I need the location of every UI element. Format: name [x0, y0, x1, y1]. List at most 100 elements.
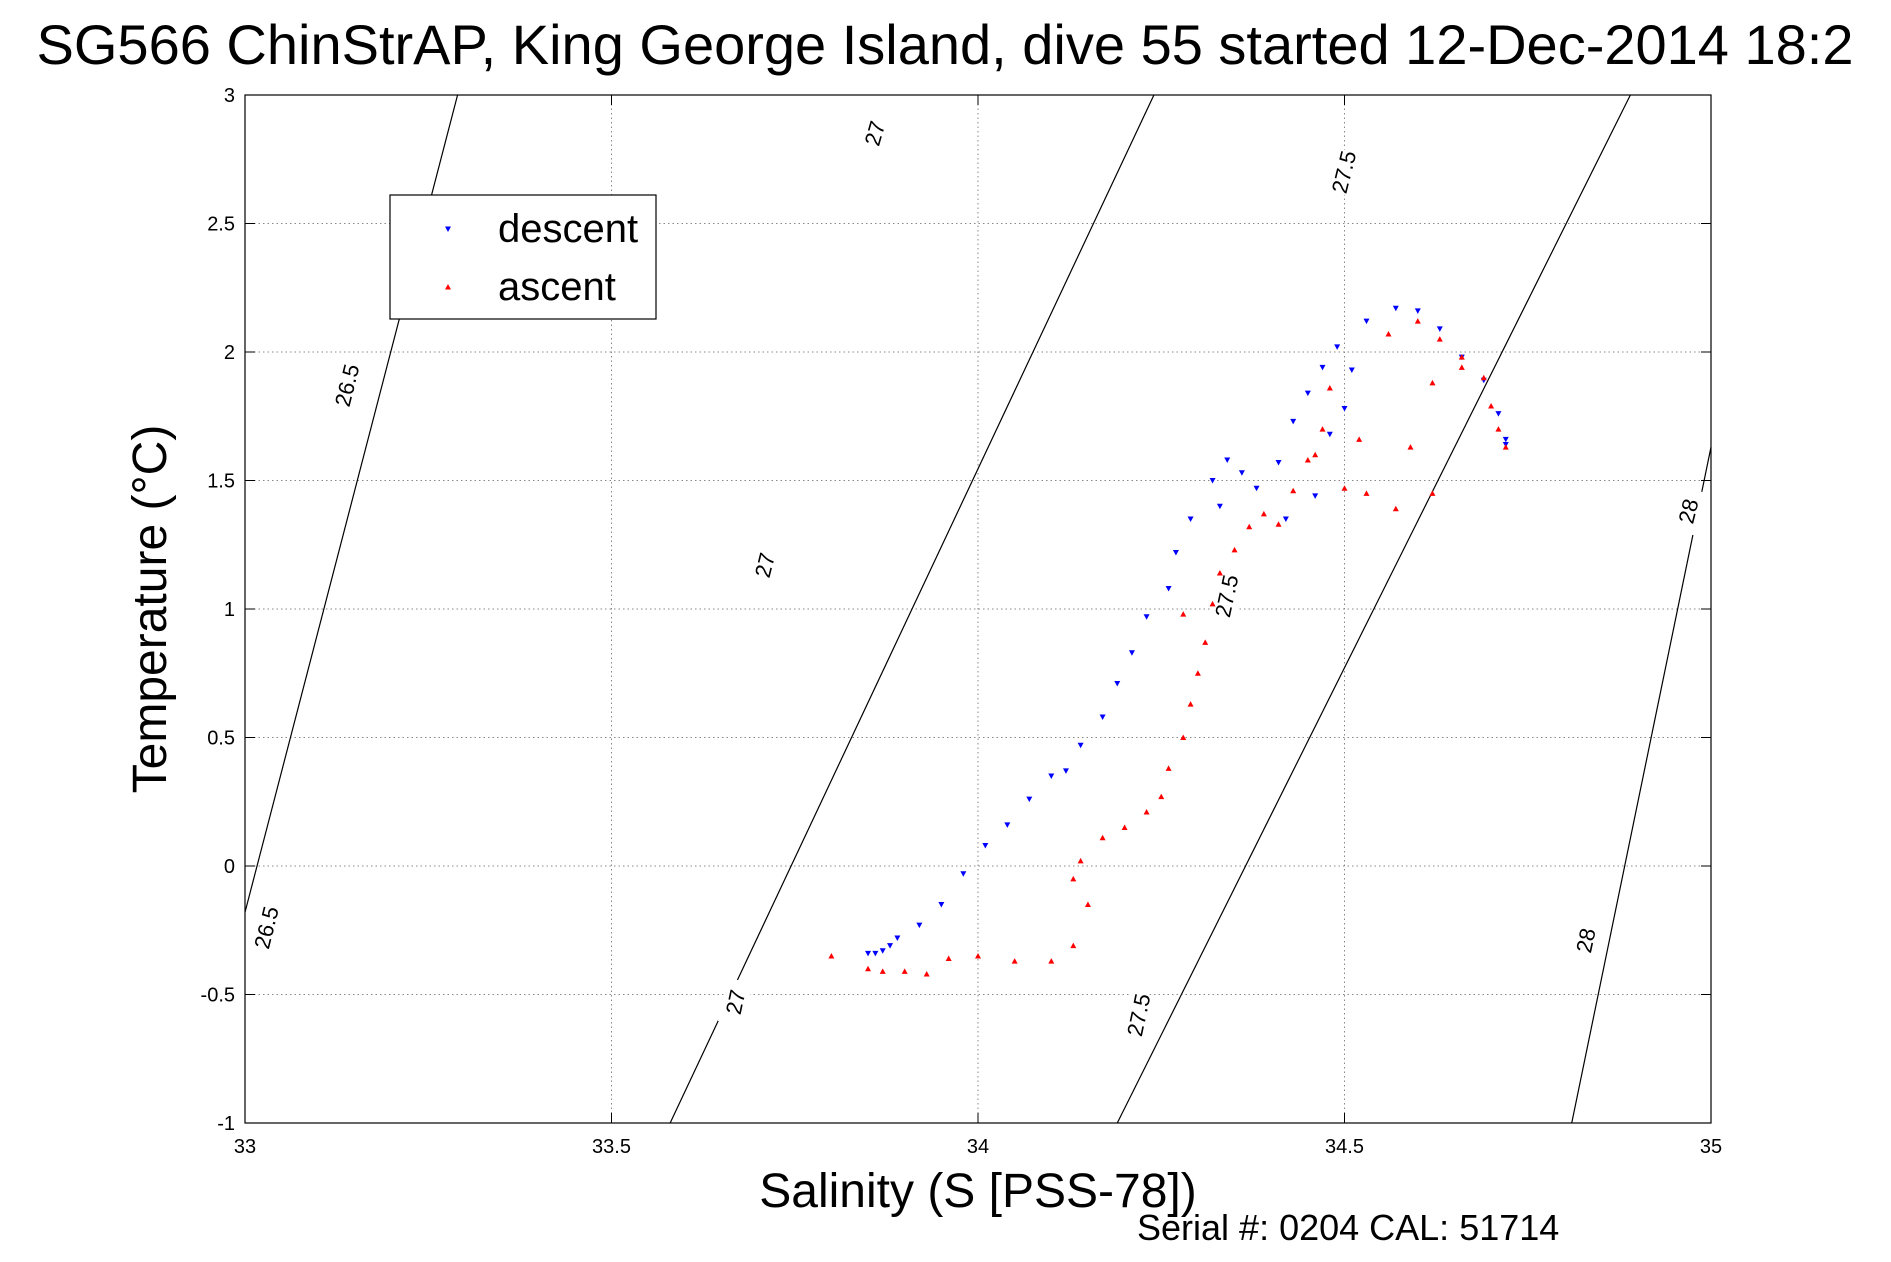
- ascent-point: [1143, 809, 1150, 815]
- descent-point: [1341, 406, 1348, 412]
- x-tick-label: 34: [967, 1136, 989, 1158]
- y-tick-label: 1.5: [207, 471, 235, 493]
- ascent-point: [1187, 701, 1194, 707]
- ascent-point: [1429, 379, 1436, 386]
- descent-point: [1238, 470, 1245, 476]
- descent-point: [1282, 516, 1289, 523]
- legend-label-ascent: ascent: [498, 265, 616, 309]
- contour-label: 28: [1673, 496, 1703, 526]
- y-tick-label: -1: [217, 1113, 235, 1135]
- ascent-point: [1429, 490, 1436, 496]
- ascent-point: [923, 970, 930, 977]
- descent-point: [1099, 714, 1106, 720]
- descent-point: [1290, 418, 1297, 425]
- descent-point: [865, 950, 872, 957]
- isopycnal-line: [669, 94, 1155, 1124]
- descent-point: [1334, 344, 1341, 350]
- serial-cal-footer: Serial #: 0204 CAL: 51714: [1137, 1207, 1559, 1248]
- isopycnal-line: [1571, 446, 1712, 1124]
- contour-label: 27: [721, 988, 751, 1017]
- contour-label-background: [1670, 486, 1706, 536]
- ascent-point: [1502, 444, 1509, 450]
- descent-point: [1216, 503, 1223, 510]
- data-points: [828, 305, 1509, 977]
- descent-point: [1495, 411, 1502, 417]
- ascent-point: [1180, 734, 1187, 740]
- descent-point: [1128, 650, 1135, 656]
- ascent-point: [1216, 570, 1223, 576]
- ascent-point: [1326, 384, 1333, 391]
- contour-label-background: [746, 540, 783, 590]
- y-tick-label: 2: [224, 342, 235, 364]
- ascent-point: [945, 955, 952, 962]
- ascent-point: [1121, 824, 1128, 830]
- contour-label-background: [1568, 916, 1603, 965]
- ascent-point: [1495, 426, 1502, 432]
- ascent-point: [1480, 374, 1487, 381]
- contour-label-group: 28: [1568, 916, 1603, 965]
- descent-point: [1187, 516, 1194, 523]
- ascent-point: [1392, 505, 1399, 512]
- ascent-point: [1077, 857, 1084, 864]
- descent-point: [1224, 457, 1231, 463]
- descent-point: [982, 842, 989, 849]
- ascent-point: [879, 968, 886, 974]
- y-tick-label: 0.5: [207, 728, 235, 750]
- descent-point: [1114, 681, 1121, 687]
- ascent-point: [1165, 765, 1172, 771]
- legend-marker-descent: [445, 226, 451, 232]
- ascent-point: [1048, 958, 1055, 964]
- ascent-point: [1260, 510, 1267, 517]
- contour-label-background: [855, 108, 893, 159]
- contour-label: 26.5: [249, 904, 284, 952]
- ascent-point: [1180, 611, 1187, 617]
- descent-point: [1348, 367, 1355, 373]
- x-tick-label: 34.5: [1325, 1136, 1364, 1158]
- axis-ticks: 33 33.5 34 34.5 35 -1 -0.5 0 0.5 1 1.5 2 2.5 3: [201, 85, 1723, 1158]
- descent-point: [1392, 305, 1399, 312]
- y-tick-label: 1: [224, 599, 235, 621]
- isopycnal-line: [1116, 94, 1631, 1124]
- contour-label: 27: [750, 550, 780, 580]
- descent-point: [916, 922, 923, 929]
- descent-point: [894, 935, 901, 941]
- descent-point: [1026, 796, 1033, 803]
- descent-point: [1363, 318, 1370, 325]
- contour-label-group: 28: [1670, 486, 1706, 536]
- ascent-point: [1436, 336, 1443, 342]
- contour-label-background: [1208, 571, 1244, 621]
- descent-point: [960, 871, 967, 877]
- descent-point: [1048, 773, 1055, 780]
- ascent-point: [1341, 485, 1348, 491]
- density-contours: 26.5 26.5 27 27 27 27.5 27.5 27.5 28 28: [244, 94, 1712, 1124]
- x-tick-label: 33: [234, 1136, 256, 1158]
- descent-point: [1004, 822, 1011, 828]
- ascent-point: [1488, 402, 1495, 409]
- ascent-point: [1158, 793, 1165, 800]
- ascent-point: [1407, 444, 1414, 450]
- descent-point: [1436, 326, 1443, 332]
- ascent-point: [1194, 670, 1201, 676]
- ascent-point: [1084, 901, 1091, 908]
- descent-point: [938, 902, 945, 908]
- contour-label: 27.5: [1327, 148, 1362, 196]
- descent-point: [1143, 614, 1150, 620]
- ascent-point: [1385, 331, 1392, 337]
- descent-point: [1312, 493, 1319, 499]
- descent-point: [1414, 308, 1421, 314]
- descent-point: [1062, 768, 1069, 774]
- ascent-point: [901, 968, 908, 974]
- contour-label-group: 26.5: [328, 360, 365, 410]
- x-tick-label: 35: [1700, 1136, 1722, 1158]
- descent-point: [1253, 485, 1260, 492]
- contour-label-group: 27: [717, 977, 753, 1027]
- ascent-point: [1458, 354, 1465, 360]
- ascent-point: [1246, 523, 1253, 530]
- ascent-point: [1099, 834, 1106, 841]
- contour-label: 27.5: [1210, 573, 1243, 620]
- descent-point: [1275, 460, 1282, 466]
- contour-label-group: 27: [746, 540, 783, 590]
- y-tick-label: 0: [224, 856, 235, 878]
- contour-label-background: [1325, 147, 1362, 197]
